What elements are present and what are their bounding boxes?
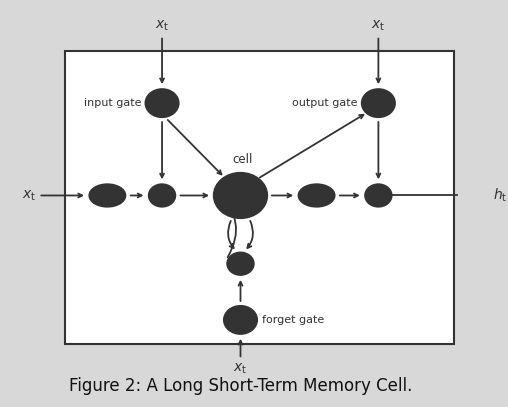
Text: cell: cell — [233, 153, 253, 166]
Text: $x_\mathrm{t}$: $x_\mathrm{t}$ — [371, 18, 386, 33]
Ellipse shape — [299, 184, 335, 207]
Circle shape — [149, 184, 175, 207]
Text: $x_\mathrm{t}$: $x_\mathrm{t}$ — [233, 362, 247, 376]
Bar — [65, 51, 455, 344]
Text: output gate: output gate — [293, 98, 358, 108]
Text: $h_\mathrm{t}$: $h_\mathrm{t}$ — [493, 187, 508, 204]
Circle shape — [365, 184, 392, 207]
Circle shape — [214, 173, 267, 218]
Text: $C_\mathrm{t}$: $C_\mathrm{t}$ — [232, 186, 249, 205]
Circle shape — [145, 89, 179, 117]
Text: Figure 2: A Long Short-Term Memory Cell.: Figure 2: A Long Short-Term Memory Cell. — [69, 377, 412, 395]
Text: $o_\mathrm{t}$: $o_\mathrm{t}$ — [372, 96, 385, 110]
Circle shape — [224, 306, 257, 334]
Ellipse shape — [89, 184, 125, 207]
Circle shape — [362, 89, 395, 117]
Text: $x_\mathrm{t}$: $x_\mathrm{t}$ — [155, 18, 169, 33]
Text: input gate: input gate — [84, 98, 142, 108]
Text: forget gate: forget gate — [262, 315, 324, 325]
Circle shape — [227, 252, 254, 275]
Text: $i_\mathrm{t}$: $i_\mathrm{t}$ — [157, 95, 167, 111]
Text: $x_\mathrm{t}$: $x_\mathrm{t}$ — [22, 188, 36, 203]
Text: $f_\mathrm{t}$: $f_\mathrm{t}$ — [236, 312, 245, 328]
